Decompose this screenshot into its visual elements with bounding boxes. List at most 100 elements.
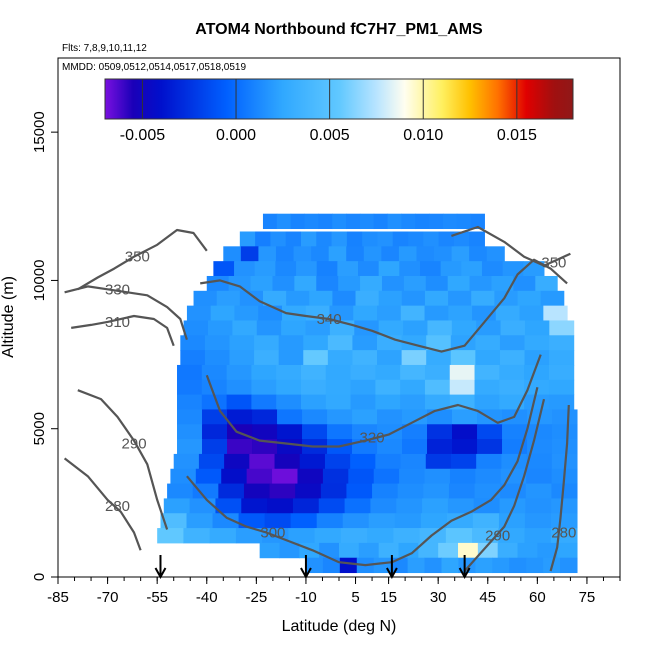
curtain-cell (262, 213, 278, 230)
curtain-cell (299, 453, 326, 470)
curtain-cell (240, 246, 259, 262)
curtain-cell (316, 275, 339, 292)
curtain-cell (452, 424, 478, 440)
y-tick-label: 5000 (31, 412, 48, 445)
curtain-cell (472, 305, 497, 321)
curtain-cell (279, 542, 300, 559)
curtain-cell (303, 350, 329, 366)
curtain-cell (193, 290, 218, 307)
curtain-cell (325, 364, 352, 381)
curtain-cell (239, 290, 264, 307)
curtain-cell (183, 528, 211, 544)
x-tick-label: -55 (146, 589, 168, 606)
curtain-cell (177, 409, 203, 425)
curtain-cell (398, 246, 417, 262)
curtain-cell (526, 468, 553, 485)
curtain-cell (381, 246, 400, 262)
curtain-cell (450, 350, 476, 366)
curtain-cell (472, 513, 500, 529)
curtain-cell (206, 275, 230, 292)
curtain-cell (276, 394, 302, 410)
curtain-cell (378, 261, 400, 277)
curtain-cell (474, 379, 500, 396)
curtain-cell (192, 483, 219, 499)
curtain-cell (475, 557, 493, 574)
curtain-cell (377, 439, 403, 455)
contour-label: 310 (105, 314, 130, 331)
curtain-cell (252, 409, 278, 425)
curtain-cell (425, 275, 449, 292)
curtain-cell (453, 231, 470, 247)
curtain-cell (396, 498, 423, 514)
curtain-cell (373, 468, 400, 485)
curtain-cell (201, 379, 228, 396)
curtain-cell (285, 231, 302, 247)
curtain-cell (427, 409, 453, 425)
curtain-cell (201, 394, 228, 410)
contour-label: 350 (541, 255, 566, 272)
contour-label: 340 (317, 311, 342, 328)
curtain-cell (509, 557, 527, 574)
curtain-cell (477, 424, 503, 440)
curtain-cell (552, 439, 578, 455)
curtain-cell (381, 275, 405, 292)
curtain-cell (535, 275, 558, 292)
curtain-cell (239, 231, 256, 247)
curtain-cell (407, 557, 426, 574)
curtain-cell (234, 261, 256, 277)
curtain-cell (201, 364, 228, 381)
curtain-cell (481, 261, 504, 277)
curtain-cell (346, 231, 363, 247)
curtain-cell (419, 261, 442, 277)
contour-line (63, 457, 142, 551)
curtain-cell (400, 453, 427, 470)
curtain-cell (212, 513, 240, 529)
curtain-cell (447, 275, 471, 292)
curtain-cell (297, 468, 324, 485)
flight-arrow-head (458, 567, 471, 580)
curtain-cell (342, 513, 370, 529)
curtain-cell (392, 231, 409, 247)
curtain-cell (549, 320, 575, 336)
curtain-cell (267, 498, 294, 514)
curtain-cell (549, 350, 575, 366)
contour-line (549, 404, 570, 572)
curtain-cell (429, 213, 444, 230)
curtain-cell (325, 379, 352, 396)
curtain-cell (415, 213, 430, 230)
curtain-cell (375, 379, 401, 396)
curtain-cell (527, 424, 553, 440)
curtain-cell (309, 290, 333, 307)
contour-label: 280 (551, 525, 576, 542)
curtain-cell (441, 557, 459, 574)
curtain-cell (377, 231, 394, 247)
curtain-cell (526, 557, 544, 574)
curtain-cell (477, 542, 499, 559)
curtain-cell (320, 483, 347, 499)
curtain-cell (195, 468, 222, 485)
curtain-cell (363, 246, 382, 262)
curtain-cell (375, 394, 401, 410)
curtain-cell (352, 350, 378, 366)
curtain-cell (262, 290, 287, 307)
curtain-cell (327, 350, 353, 366)
curtain-cell (304, 213, 319, 230)
curtain-cell (402, 409, 428, 425)
curtain-cell (177, 394, 203, 410)
curtain-cell (173, 453, 200, 470)
curtain-cell (202, 424, 228, 440)
curtain-cell (232, 320, 258, 336)
curtain-cell (557, 542, 578, 559)
curtain-cell (224, 453, 250, 470)
curtain-cell (353, 305, 378, 321)
curtain-cell (368, 513, 396, 529)
curtain-cell (332, 290, 357, 307)
curtain-cell (288, 528, 316, 544)
curtain-cell (477, 439, 503, 455)
curtain-cell (517, 542, 538, 559)
curtain-cell (456, 213, 472, 230)
curtain-cell (281, 320, 307, 336)
curtain-cell (286, 290, 310, 307)
curtain-cell (243, 483, 271, 499)
curtain-cell (210, 305, 235, 321)
